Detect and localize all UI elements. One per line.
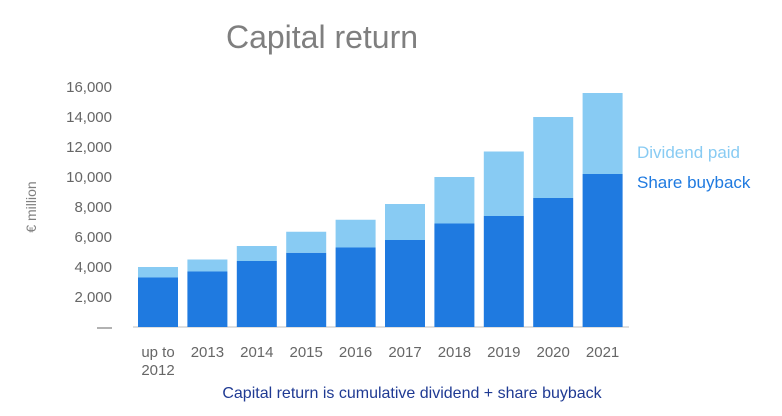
x-tick-label: 2018 xyxy=(438,344,471,361)
y-tick-label: 10,000 xyxy=(66,169,112,186)
bar-share-buyback xyxy=(335,247,376,327)
x-tick-label: 2016 xyxy=(339,344,372,361)
x-tick-label: 2017 xyxy=(388,344,421,361)
bar-share-buyback xyxy=(385,240,425,327)
bar-dividend-paid xyxy=(434,177,475,224)
x-tick-label: 2013 xyxy=(191,344,224,361)
footnote: Capital return is cumulative dividend + … xyxy=(222,385,602,402)
bar-dividend-paid xyxy=(335,219,376,248)
y-axis-label: € million xyxy=(23,181,39,232)
y-tick-label: — xyxy=(97,319,112,336)
legend-dividend-paid: Dividend paid xyxy=(637,143,740,162)
bars xyxy=(138,93,623,327)
bar-dividend-paid xyxy=(582,93,623,174)
x-tick-label: 2021 xyxy=(586,344,619,361)
x-tick-label: up to 2012 xyxy=(141,344,174,379)
y-tick-label: 8,000 xyxy=(74,199,112,216)
y-tick-label: 2,000 xyxy=(74,289,112,306)
bar-share-buyback xyxy=(483,216,524,327)
bar-dividend-paid xyxy=(236,246,277,261)
bar-share-buyback xyxy=(434,223,475,327)
y-axis-ticks: — 2,000 4,000 6,000 8,000 10,000 12,000 14,000 1… xyxy=(66,79,112,336)
x-tick-label: 2014 xyxy=(240,344,273,361)
bar-dividend-paid xyxy=(286,231,327,253)
x-tick-label: 2020 xyxy=(537,344,570,361)
bar-share-buyback xyxy=(187,271,228,327)
y-tick-label: 14,000 xyxy=(66,109,112,126)
y-tick-label: 6,000 xyxy=(74,229,112,246)
x-tick-label: 2015 xyxy=(290,344,323,361)
bar-dividend-paid xyxy=(483,151,524,216)
y-tick-label: 12,000 xyxy=(66,139,112,156)
x-tick-label: 2019 xyxy=(487,344,520,361)
bar-share-buyback xyxy=(582,174,623,327)
bar-dividend-paid xyxy=(385,204,425,240)
bar-share-buyback xyxy=(138,277,178,327)
chart-title: Capital return xyxy=(226,19,418,55)
x-axis-ticks: up to 2012 2013 2014 2015 2016 2017 2018 2019 202… xyxy=(141,344,619,379)
y-tick-label: 4,000 xyxy=(74,259,112,276)
bar-share-buyback xyxy=(286,252,327,327)
y-tick-label: 16,000 xyxy=(66,79,112,96)
bar-dividend-paid xyxy=(533,117,574,198)
bar-dividend-paid xyxy=(138,267,178,278)
bar-share-buyback xyxy=(236,261,277,327)
legend-share-buyback: Share buyback xyxy=(637,173,751,192)
bar-share-buyback xyxy=(533,198,574,327)
bar-dividend-paid xyxy=(187,259,228,272)
